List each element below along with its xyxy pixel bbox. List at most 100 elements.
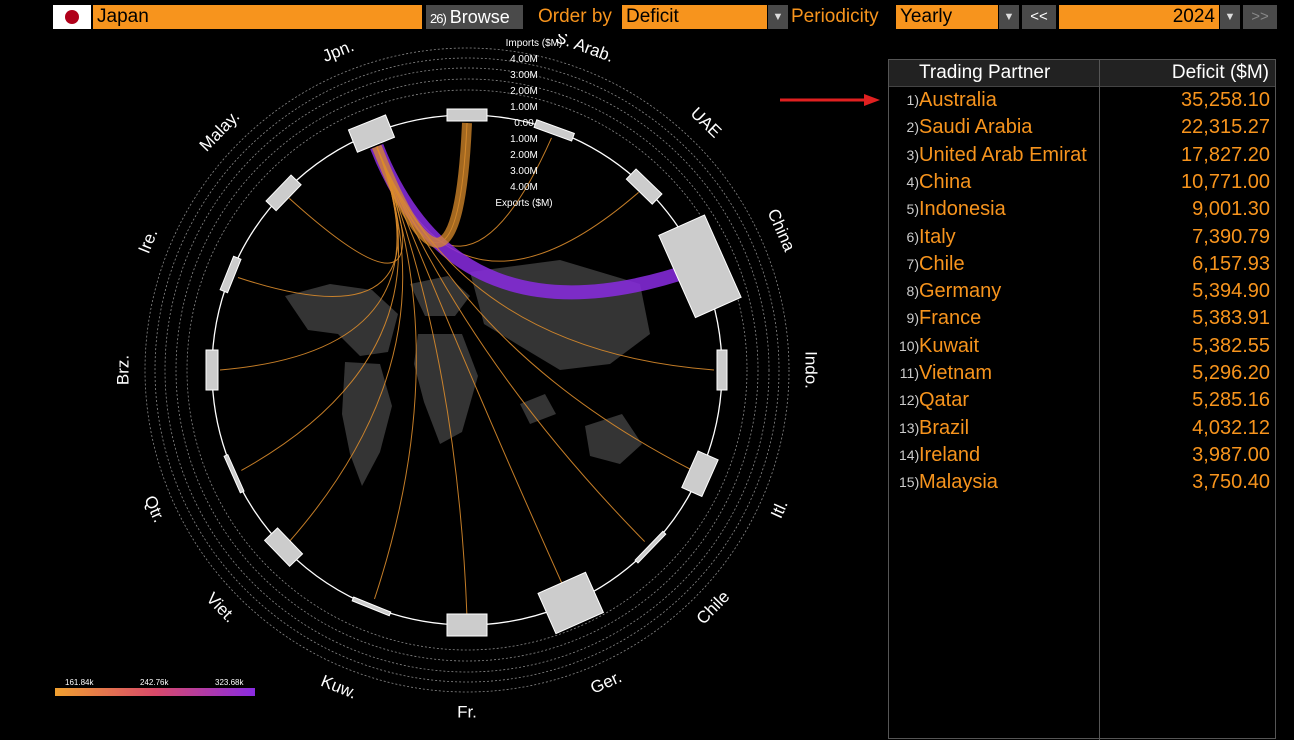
partner-label: China — [764, 206, 800, 255]
flow-lines — [219, 122, 715, 618]
trade-flow-chart: Austl. S. Arab. UAE China Indo. Itl. Chile Ger.… — [113, 34, 821, 721]
table-row[interactable]: 14) Ireland 3,987.00 — [889, 442, 1275, 469]
scale-tick: 0.00 — [514, 118, 534, 129]
column-divider — [1099, 60, 1100, 740]
scale-tick: 3.00M — [510, 70, 538, 81]
partner-box[interactable] — [625, 168, 663, 205]
partner-label: Austl. — [446, 34, 489, 35]
table-row[interactable]: 4) China 10,771.00 — [889, 169, 1275, 196]
partner-label: Viet. — [202, 589, 239, 626]
order-by-select[interactable]: Deficit — [622, 5, 767, 29]
row-partner-name: Kuwait — [919, 334, 980, 357]
legend-gradient-bar — [55, 688, 255, 696]
partner-box[interactable] — [658, 214, 742, 319]
table-row[interactable]: 10) Kuwait 5,382.55 — [889, 333, 1275, 360]
row-deficit-value: 5,285.16 — [1192, 389, 1270, 412]
browse-number: 26) — [430, 11, 447, 26]
table-row[interactable]: 3) United Arab Emirat 17,827.20 — [889, 142, 1275, 169]
partner-box[interactable] — [716, 349, 728, 391]
periodicity-select[interactable]: Yearly — [896, 5, 998, 29]
order-by-dropdown-icon[interactable]: ▼ — [768, 5, 788, 29]
partner-label: Ire. — [135, 226, 162, 256]
partner-box[interactable] — [446, 108, 488, 122]
row-rank: 11) — [899, 365, 919, 381]
table-row[interactable]: 15) Malaysia 3,750.40 — [889, 469, 1275, 496]
dashed-ring — [164, 67, 770, 673]
table-row[interactable]: 7) Chile 6,157.93 — [889, 251, 1275, 278]
color-legend: 161.84k 242.76k 323.68k — [55, 678, 255, 698]
table-header: Trading Partner Deficit ($M) — [889, 60, 1275, 87]
flow-line-primary[interactable] — [372, 122, 472, 248]
table-row[interactable]: 5) Indonesia 9,001.30 — [889, 196, 1275, 223]
partner-box[interactable] — [347, 114, 396, 153]
prev-period-button[interactable]: << — [1022, 5, 1056, 29]
scale-tick: 1.00M — [510, 102, 538, 113]
year-dropdown-icon[interactable]: ▼ — [1220, 5, 1240, 29]
flow-line[interactable] — [219, 146, 398, 371]
row-deficit-value: 6,157.93 — [1192, 252, 1270, 275]
legend-min: 161.84k — [65, 678, 94, 687]
row-partner-name: Brazil — [919, 416, 970, 439]
table-row[interactable]: 12) Qatar 5,285.16 — [889, 387, 1275, 414]
dashed-ring — [186, 89, 748, 651]
scale-tick: 3.00M — [510, 166, 538, 177]
row-partner-name: Malaysia — [919, 471, 998, 494]
legend-mid: 242.76k — [140, 678, 169, 687]
row-partner-name: Germany — [919, 280, 1002, 303]
row-rank: 9) — [906, 310, 919, 327]
country-field[interactable]: Japan — [93, 5, 422, 29]
partner-box[interactable] — [205, 349, 219, 391]
table-row[interactable]: 1) Australia 35,258.10 — [889, 87, 1275, 114]
scale-tick: 4.00M — [510, 54, 538, 65]
table-row[interactable]: 6) Italy 7,390.79 — [889, 224, 1275, 251]
scale-tick: 4.00M — [510, 182, 538, 193]
table-row[interactable]: 2) Saudi Arabia 22,315.27 — [889, 114, 1275, 141]
table-row[interactable]: 9) France 5,383.91 — [889, 305, 1275, 332]
table-row[interactable]: 11) Vietnam 5,296.20 — [889, 360, 1275, 387]
header-trading-partner[interactable]: Trading Partner — [919, 62, 1051, 83]
partner-label: Qtr. — [140, 493, 169, 526]
dashed-ring — [154, 57, 780, 683]
row-rank: 15) — [899, 474, 920, 491]
year-select[interactable]: 2024 — [1059, 5, 1219, 29]
japan-flag-icon[interactable] — [53, 5, 91, 29]
flow-line[interactable] — [237, 146, 399, 297]
table-row[interactable]: 8) Germany 5,394.90 — [889, 278, 1275, 305]
partner-box[interactable] — [263, 527, 304, 568]
row-partner-name: Qatar — [919, 389, 970, 412]
partner-box[interactable] — [533, 119, 576, 142]
partner-label: Malay. — [196, 107, 244, 155]
next-period-button[interactable]: >> — [1243, 5, 1277, 29]
row-rank: 7) — [906, 255, 919, 272]
row-deficit-value: 10,771.00 — [1181, 170, 1270, 193]
partner-label: Kuw. — [318, 671, 359, 702]
periodicity-dropdown-icon[interactable]: ▼ — [999, 5, 1019, 29]
row-rank: 12) — [899, 392, 920, 409]
partner-box[interactable] — [351, 596, 392, 617]
row-deficit-value: 5,382.55 — [1192, 334, 1270, 357]
partner-box[interactable] — [681, 450, 719, 498]
browse-button[interactable]: 26) Browse — [426, 5, 523, 29]
row-deficit-value: 5,296.20 — [1192, 362, 1270, 384]
row-deficit-value: 3,750.40 — [1192, 471, 1270, 494]
row-rank: 6) — [906, 228, 919, 245]
partner-box[interactable] — [265, 174, 302, 212]
partner-label: Brz. — [113, 355, 132, 385]
partner-box[interactable] — [223, 453, 245, 494]
row-deficit-value: 5,394.90 — [1192, 280, 1270, 303]
header-deficit[interactable]: Deficit ($M) — [1171, 62, 1269, 83]
row-rank: 8) — [906, 283, 919, 300]
table-row[interactable]: 13) Brazil 4,032.12 — [889, 415, 1275, 442]
partner-box[interactable] — [537, 571, 605, 635]
partner-box[interactable] — [634, 530, 667, 564]
row-rank: 10) — [899, 337, 920, 354]
scale-axis: Imports ($M) 4.00M 3.00M 2.00M 1.00M 0.00 1.00… — [495, 38, 562, 209]
row-partner-name: United Arab Emirat — [919, 143, 1087, 166]
partner-box[interactable] — [219, 255, 242, 294]
row-partner-name: Australia — [919, 89, 997, 111]
partner-box[interactable] — [446, 613, 488, 637]
partner-label: Indo. — [802, 351, 821, 389]
row-partner-name: Indonesia — [919, 198, 1006, 221]
row-partner-name: Italy — [919, 225, 956, 248]
flow-line[interactable] — [373, 146, 417, 600]
